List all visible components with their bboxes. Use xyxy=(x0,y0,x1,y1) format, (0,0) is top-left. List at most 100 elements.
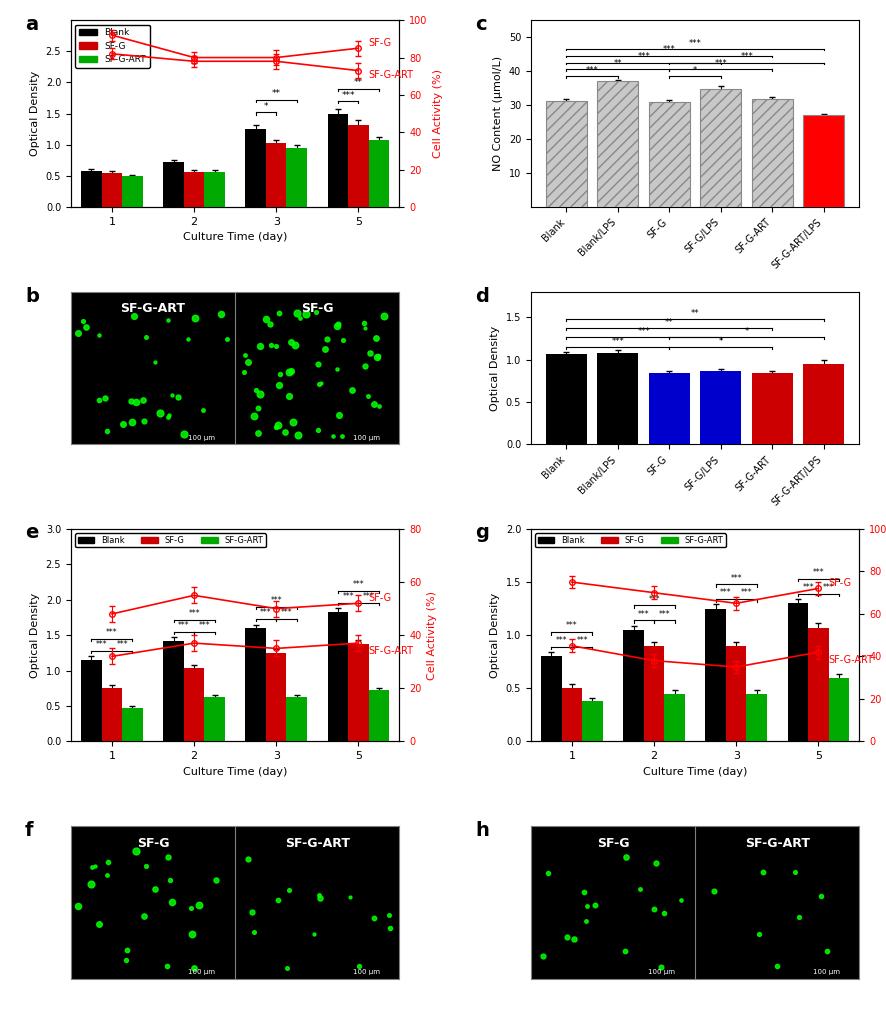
Text: *: * xyxy=(693,66,697,75)
Text: ***: *** xyxy=(106,628,118,637)
Bar xyxy=(804,115,844,207)
Bar xyxy=(328,114,348,207)
Bar xyxy=(804,364,844,444)
Text: 100 μm: 100 μm xyxy=(189,969,215,975)
Bar xyxy=(597,353,639,444)
Text: SF-G: SF-G xyxy=(136,836,169,850)
Bar xyxy=(747,693,767,742)
Text: *: * xyxy=(744,327,749,336)
Text: **: ** xyxy=(272,90,281,99)
Text: ***: *** xyxy=(189,608,200,618)
Bar xyxy=(205,697,225,742)
Text: SF-G-ART: SF-G-ART xyxy=(369,70,413,80)
Text: ***: *** xyxy=(663,45,676,54)
Bar xyxy=(82,660,102,742)
Bar xyxy=(369,140,389,207)
Bar xyxy=(205,172,225,207)
Text: SF-G-ART: SF-G-ART xyxy=(369,646,413,656)
Bar xyxy=(82,171,102,207)
Bar xyxy=(245,628,266,742)
Bar xyxy=(597,82,639,207)
Bar xyxy=(700,371,742,444)
Text: b: b xyxy=(25,287,39,306)
Text: **: ** xyxy=(691,309,699,318)
Bar xyxy=(286,697,307,742)
Text: e: e xyxy=(25,523,38,542)
Bar xyxy=(541,657,562,742)
Text: ***: *** xyxy=(730,573,742,582)
Bar xyxy=(700,89,742,207)
Text: ***: *** xyxy=(363,592,375,601)
Text: ***: *** xyxy=(353,580,364,589)
Text: SF-G: SF-G xyxy=(828,578,851,588)
Text: 100 μm: 100 μm xyxy=(353,969,380,975)
Text: SF-G-ART: SF-G-ART xyxy=(745,836,810,850)
Text: ***: *** xyxy=(714,59,727,68)
Text: SF-G: SF-G xyxy=(369,592,392,602)
Text: ***: *** xyxy=(566,622,578,631)
Text: SF-G-ART: SF-G-ART xyxy=(120,303,185,315)
Text: ***: *** xyxy=(823,583,835,592)
Text: ***: *** xyxy=(741,52,753,62)
Text: ***: *** xyxy=(802,583,814,592)
Text: ***: *** xyxy=(720,588,732,597)
Bar xyxy=(183,668,205,742)
Text: **: ** xyxy=(354,78,363,87)
X-axis label: Culture Time (day): Culture Time (day) xyxy=(183,767,287,777)
Text: ***: *** xyxy=(637,52,650,62)
Bar xyxy=(752,99,793,207)
Y-axis label: NO Content (μmol/L): NO Content (μmol/L) xyxy=(494,57,503,172)
Text: 100 μm: 100 μm xyxy=(812,969,840,975)
Bar xyxy=(266,143,286,207)
Text: SF-G: SF-G xyxy=(369,38,392,48)
Bar xyxy=(122,708,143,742)
Text: ***: *** xyxy=(741,588,752,597)
Text: ***: *** xyxy=(116,640,128,649)
Text: a: a xyxy=(25,14,38,33)
Bar xyxy=(828,678,849,742)
Y-axis label: Cell Activity (%): Cell Activity (%) xyxy=(427,590,437,680)
Text: 100 μm: 100 μm xyxy=(189,435,215,441)
Text: ***: *** xyxy=(96,640,107,649)
Bar xyxy=(582,701,602,742)
Text: *: * xyxy=(264,102,268,111)
Text: ***: *** xyxy=(270,596,282,605)
Text: ***: *** xyxy=(638,609,649,619)
Bar xyxy=(623,630,644,742)
Text: ***: *** xyxy=(577,636,588,645)
Text: ***: *** xyxy=(341,91,355,100)
Text: *: * xyxy=(719,337,723,345)
Text: h: h xyxy=(475,821,489,840)
Bar xyxy=(102,173,122,207)
Bar xyxy=(546,101,587,207)
Text: ***: *** xyxy=(658,609,670,619)
Bar xyxy=(163,161,183,207)
Text: c: c xyxy=(475,14,486,33)
Text: ***: *** xyxy=(812,568,824,577)
Bar xyxy=(752,373,793,444)
Legend: Blank, SF-G, SF-G-ART: Blank, SF-G, SF-G-ART xyxy=(75,533,266,547)
Text: ***: *** xyxy=(260,608,272,618)
Text: d: d xyxy=(475,287,489,306)
Text: 100 μm: 100 μm xyxy=(649,969,675,975)
Text: ***: *** xyxy=(611,337,625,345)
Text: ***: *** xyxy=(342,592,354,601)
Y-axis label: Optical Density: Optical Density xyxy=(30,592,40,678)
Bar xyxy=(102,688,122,742)
Bar xyxy=(644,646,664,742)
Legend: Blank, SF-G, SF-G-ART: Blank, SF-G, SF-G-ART xyxy=(75,24,150,68)
Text: ***: *** xyxy=(198,621,210,630)
Text: ***: *** xyxy=(688,38,702,47)
Bar xyxy=(369,690,389,742)
Text: SF-G: SF-G xyxy=(597,836,629,850)
X-axis label: Culture Time (day): Culture Time (day) xyxy=(643,767,747,777)
Y-axis label: Optical Density: Optical Density xyxy=(490,592,501,678)
Bar xyxy=(245,129,266,207)
Text: ***: *** xyxy=(281,608,292,618)
Text: ***: *** xyxy=(556,636,567,645)
Bar xyxy=(808,628,828,742)
Legend: Blank, SF-G, SF-G-ART: Blank, SF-G, SF-G-ART xyxy=(535,533,726,547)
Bar xyxy=(649,373,690,444)
Bar xyxy=(183,172,205,207)
Text: 100 μm: 100 μm xyxy=(353,435,380,441)
